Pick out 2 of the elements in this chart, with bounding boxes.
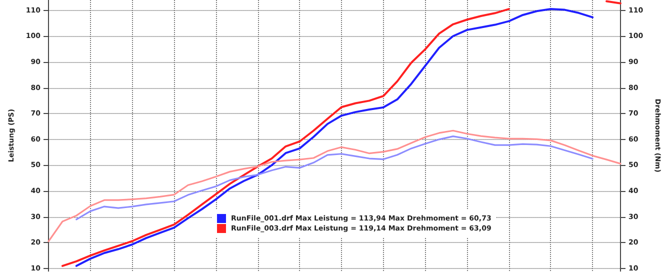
line-series bbox=[76, 136, 594, 220]
line-series bbox=[48, 130, 622, 242]
